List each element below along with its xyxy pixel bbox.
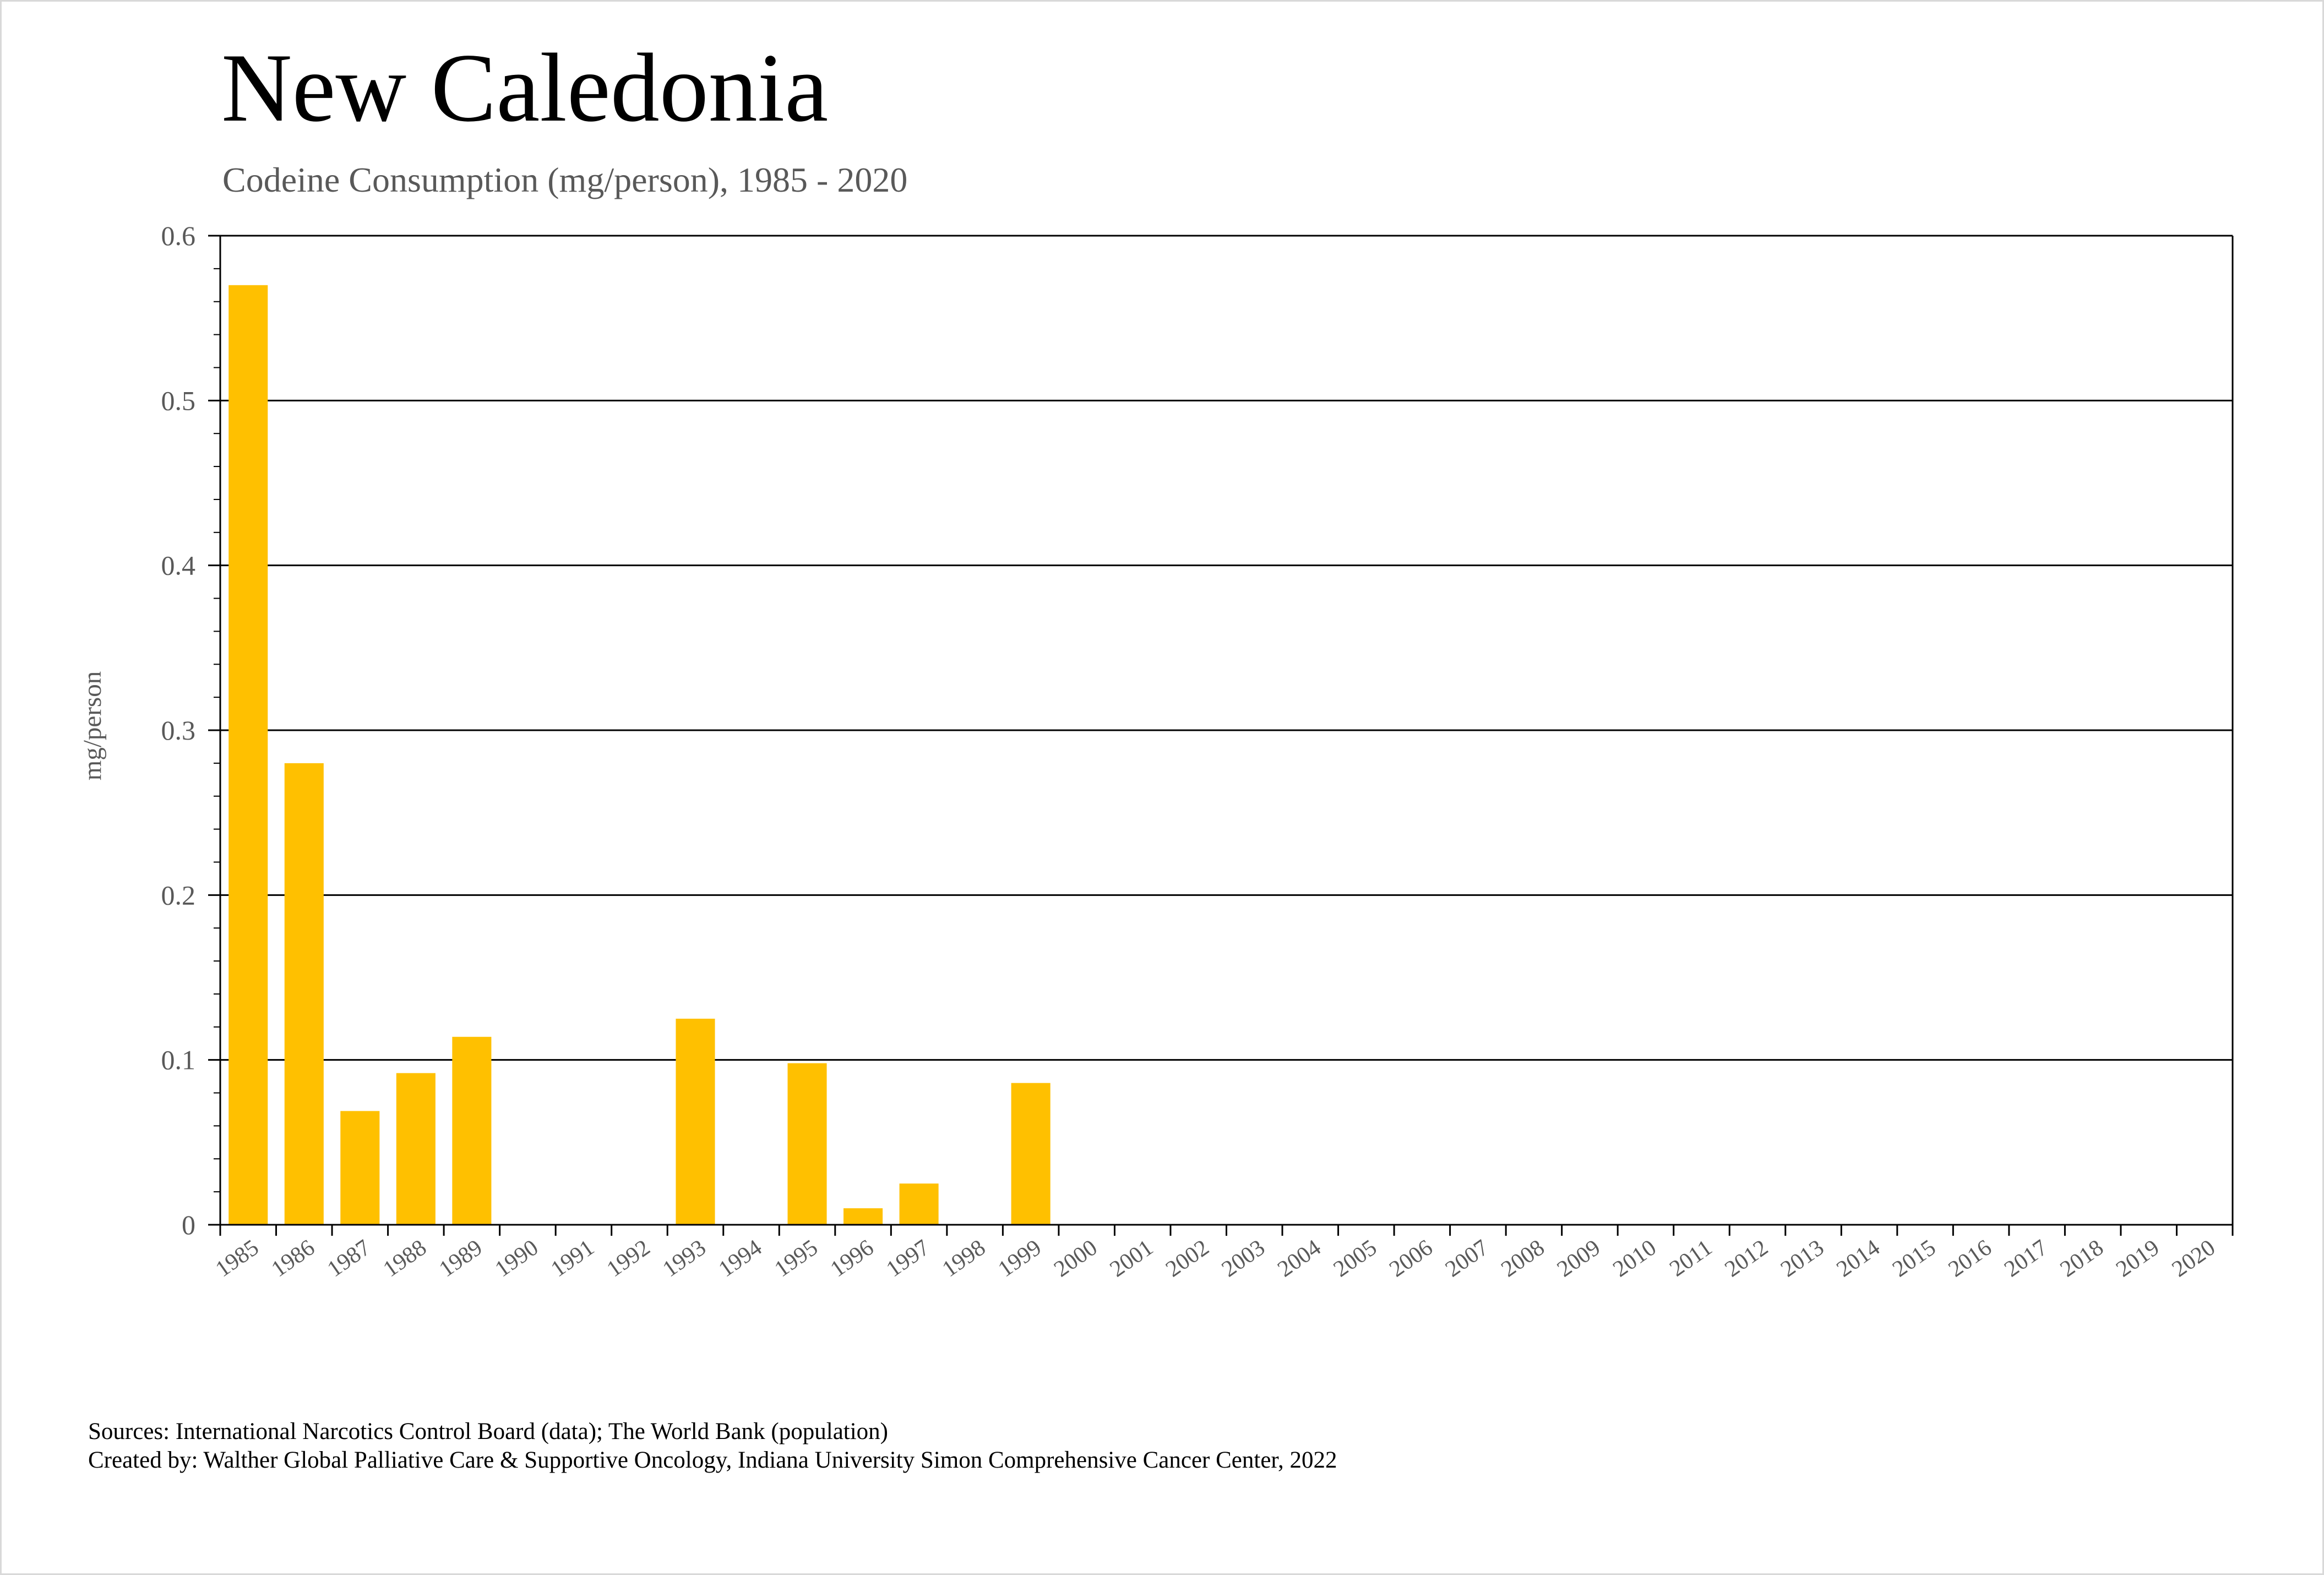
x-tick-label: 2002 <box>1161 1235 1213 1283</box>
x-tick-label: 2020 <box>2168 1235 2220 1283</box>
x-tick-label: 2008 <box>1496 1235 1549 1283</box>
bar-1987 <box>340 1111 380 1225</box>
bar-1985 <box>228 285 268 1225</box>
x-tick-label: 2007 <box>1441 1235 1493 1283</box>
x-tick-label: 1989 <box>434 1235 487 1283</box>
grid-lines <box>220 235 2233 1061</box>
bar-1996 <box>843 1208 883 1225</box>
x-tick-label: 2013 <box>1776 1235 1828 1283</box>
y-tick-label: 0.2 <box>161 879 196 910</box>
x-tick-label: 1999 <box>994 1235 1046 1283</box>
bar-1999 <box>1011 1083 1051 1225</box>
bar-1997 <box>899 1183 939 1225</box>
x-tick-label: 2005 <box>1329 1235 1381 1283</box>
x-tick-label: 2001 <box>1106 1235 1158 1283</box>
x-tick-label: 1998 <box>938 1235 990 1283</box>
x-tick-label: 1992 <box>602 1235 655 1283</box>
y-tick-label: 0.6 <box>161 220 196 251</box>
y-tick-label: 0.3 <box>161 715 196 746</box>
bar-1995 <box>787 1063 827 1225</box>
chart-subtitle: Codeine Consumption (mg/person), 1985 - … <box>222 160 908 199</box>
x-tick-label: 2009 <box>1553 1235 1605 1283</box>
x-tick-label: 1991 <box>546 1235 598 1283</box>
x-tick-label: 2018 <box>2056 1235 2108 1283</box>
bar-1988 <box>396 1073 436 1225</box>
x-tick-label: 1987 <box>323 1235 375 1283</box>
y-tick-label: 0 <box>182 1209 195 1240</box>
x-tick-label: 1997 <box>882 1235 934 1283</box>
x-tick-label: 1995 <box>770 1235 823 1283</box>
x-tick-label: 2012 <box>1721 1235 1773 1283</box>
x-tick-label: 2016 <box>1944 1235 1996 1283</box>
y-tick-label: 0.1 <box>161 1045 196 1076</box>
x-tick-labels: 1985 1986 1987 1988 1989 1990 1991 1992 1993 1994… <box>211 1235 2220 1283</box>
x-tick-label: 1993 <box>658 1235 711 1283</box>
x-tick-label: 2006 <box>1385 1235 1437 1283</box>
x-tick-label: 1996 <box>826 1235 878 1283</box>
x-tick-label: 2011 <box>1665 1235 1717 1282</box>
y-tick-label: 0.4 <box>161 550 196 581</box>
footer-created-by: Created by: Walther Global Palliative Ca… <box>88 1447 1337 1473</box>
bar-1989 <box>452 1036 492 1225</box>
chart-title: New Caledonia <box>221 33 829 142</box>
x-tick-label: 1985 <box>211 1235 263 1283</box>
bar-1986 <box>284 763 324 1225</box>
x-tick-label: 2019 <box>2111 1235 2164 1283</box>
axes <box>208 235 2234 1236</box>
bar-1993 <box>676 1018 715 1225</box>
bars <box>228 285 1051 1225</box>
x-tick-label: 2017 <box>2000 1235 2052 1283</box>
y-axis-label: mg/person <box>78 671 107 780</box>
footer-sources: Sources: International Narcotics Control… <box>88 1419 888 1444</box>
x-tick-label: 1986 <box>267 1235 319 1283</box>
x-tick-label: 2004 <box>1273 1235 1325 1283</box>
x-tick-label: 1994 <box>714 1235 766 1283</box>
x-tick-label: 1990 <box>491 1235 543 1283</box>
y-tick-label: 0.5 <box>161 385 196 416</box>
x-tick-label: 2015 <box>1888 1235 1940 1283</box>
x-tick-label: 2000 <box>1049 1235 1102 1283</box>
x-tick-label: 1988 <box>379 1235 431 1283</box>
y-tick-labels: 0 0.1 0.2 0.3 0.4 0.5 0.6 <box>161 220 196 1240</box>
x-tick-label: 2010 <box>1609 1235 1661 1283</box>
x-tick-label: 2014 <box>1832 1235 1885 1283</box>
x-tick-label: 2003 <box>1217 1235 1270 1283</box>
